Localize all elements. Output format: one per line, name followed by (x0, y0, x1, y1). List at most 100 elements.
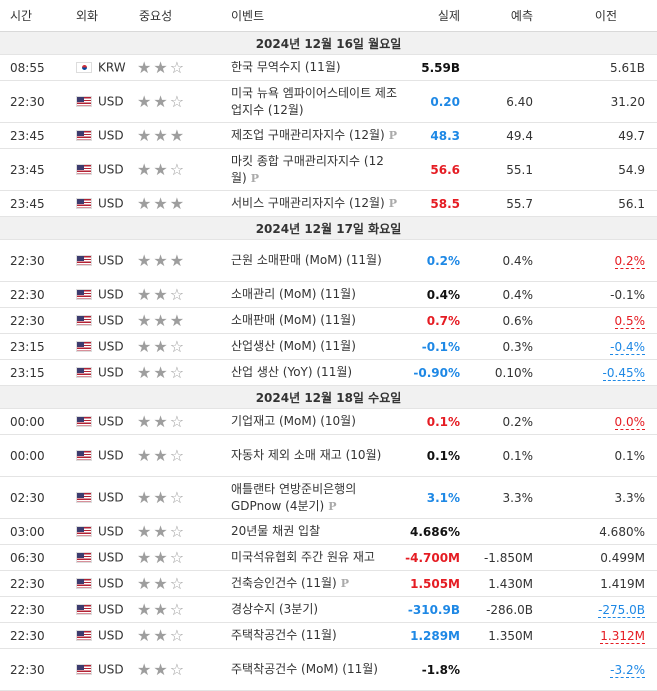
event-name-cell: 자동차 제외 소매 재고 (10월) (227, 434, 405, 477)
header-time[interactable]: 시간 (0, 0, 70, 32)
header-event[interactable]: 이벤트 (227, 0, 405, 32)
header-actual[interactable]: 실제 (405, 0, 468, 32)
header-importance[interactable]: 중요성 (135, 0, 227, 32)
star-filled-icon: ★ (137, 363, 154, 382)
event-currency: USD (70, 518, 135, 545)
star-filled-icon: ★ (153, 548, 170, 567)
importance-stars: ★★☆ (135, 544, 227, 571)
event-row[interactable]: 02:30 USD ★★☆ 애틀랜타 연방준비은행의 GDPnow (4분기) P 3.1… (0, 476, 657, 519)
date-row: 2024년 12월 17일 화요일 (0, 216, 657, 240)
importance-stars: ★★☆ (135, 54, 227, 81)
currency-code: USD (98, 313, 124, 328)
event-currency: USD (70, 408, 135, 435)
currency-code: USD (98, 196, 124, 211)
actual-value: 0.20 (405, 80, 468, 123)
previous-value: 54.9 (618, 162, 645, 177)
event-link[interactable]: 애틀랜타 연방준비은행의 GDPnow (4분기) (231, 481, 357, 513)
previous-value[interactable]: -3.2% (610, 662, 645, 678)
star-filled-icon: ★ (137, 251, 154, 270)
event-row[interactable]: 22:30 USD ★★★ 소매판매 (MoM) (11월) 0.7% 0.6% 0.5% (0, 307, 657, 334)
forecast-value: 0.10% (468, 359, 543, 386)
forecast-value: 6.40 (468, 80, 543, 123)
event-link[interactable]: 미국 뉴욕 엠파이어스테이트 제조업지수 (12월) (231, 85, 398, 117)
event-link[interactable]: 마킷 종합 구매관리자지수 (12월) (231, 153, 384, 185)
star-filled-icon: ★ (153, 285, 170, 304)
event-time: 22:30 (0, 80, 70, 123)
previous-value[interactable]: 0.5% (614, 313, 645, 329)
event-row[interactable]: 00:00 USD ★★☆ 자동차 제외 소매 재고 (10월) 0.1% 0.1% 0.1… (0, 434, 657, 477)
event-link[interactable]: 주택착공건수 (MoM) (11월) (231, 662, 378, 676)
event-currency: USD (70, 190, 135, 217)
event-row[interactable]: 08:55 KRW ★★☆ 한국 무역수지 (11월) 5.59B 5.61B (0, 54, 657, 81)
event-name-cell: 제조업 구매관리자지수 (12월) P (227, 122, 405, 149)
event-row[interactable]: 23:45 USD ★★★ 서비스 구매관리자지수 (12월) P 58.5 55.7 56.… (0, 190, 657, 217)
forecast-value: 0.4% (468, 239, 543, 282)
event-link[interactable]: 미국석유협회 주간 원유 재고 (231, 550, 375, 564)
event-link[interactable]: 경상수지 (3분기) (231, 602, 319, 616)
event-link[interactable]: 한국 무역수지 (11월) (231, 60, 341, 74)
actual-value: 0.2% (405, 239, 468, 282)
event-row[interactable]: 23:15 USD ★★☆ 산업생산 (MoM) (11월) -0.1% 0.3% -0.4… (0, 333, 657, 360)
event-row[interactable]: 23:45 USD ★★☆ 마킷 종합 구매관리자지수 (12월) P 56.6 55.1 5… (0, 148, 657, 191)
event-row[interactable]: 00:00 USD ★★☆ 기업재고 (MoM) (10월) 0.1% 0.2% 0.0% (0, 408, 657, 435)
previous-cell: -3.2% (543, 648, 657, 691)
previous-value[interactable]: 0.2% (614, 253, 645, 269)
event-link[interactable]: 자동차 제외 소매 재고 (10월) (231, 448, 382, 462)
us-flag-icon (76, 315, 92, 327)
header-forecast[interactable]: 예측 (468, 0, 543, 32)
event-row[interactable]: 22:30 USD ★★☆ 주택착공건수 (MoM) (11월) -1.8% -3.2% (0, 648, 657, 691)
header-row: 시간 외화 중요성 이벤트 실제 예측 이전 (0, 0, 657, 32)
event-currency: USD (70, 239, 135, 282)
previous-cell: -0.45% (543, 359, 657, 386)
event-time: 03:00 (0, 518, 70, 545)
star-filled-icon: ★ (137, 58, 154, 77)
previous-value[interactable]: 1.312M (600, 628, 645, 644)
currency-code: USD (98, 128, 124, 143)
previous-value[interactable]: 0.0% (614, 414, 645, 430)
event-link[interactable]: 산업 생산 (YoY) (11월) (231, 365, 353, 379)
event-link[interactable]: 소매관리 (MoM) (11월) (231, 287, 356, 301)
event-link[interactable]: 주택착공건수 (11월) (231, 628, 337, 642)
actual-value: 3.1% (405, 476, 468, 519)
star-filled-icon: ★ (137, 92, 154, 111)
event-row[interactable]: 22:30 USD ★★☆ 건축승인건수 (11월) P 1.505M 1.430M 1.41… (0, 570, 657, 597)
previous-value: 49.7 (618, 128, 645, 143)
us-flag-icon (76, 96, 92, 108)
event-time: 23:45 (0, 148, 70, 191)
event-row[interactable]: 23:15 USD ★★☆ 산업 생산 (YoY) (11월) -0.90% 0.10% -… (0, 359, 657, 386)
header-previous[interactable]: 이전 (543, 0, 657, 32)
event-link[interactable]: 제조업 구매관리자지수 (12월) (231, 128, 385, 142)
event-row[interactable]: 22:30 USD ★★☆ 소매관리 (MoM) (11월) 0.4% 0.4% -0.1% (0, 281, 657, 308)
actual-value: 5.59B (405, 54, 468, 81)
previous-value[interactable]: -0.45% (602, 365, 645, 381)
event-link[interactable]: 근원 소매판매 (MoM) (11월) (231, 253, 382, 267)
event-row[interactable]: 23:45 USD ★★★ 제조업 구매관리자지수 (12월) P 48.3 49.4 49.… (0, 122, 657, 149)
star-filled-icon: ★ (153, 92, 170, 111)
event-row[interactable]: 22:30 USD ★★★ 근원 소매판매 (MoM) (11월) 0.2% 0.4% 0.… (0, 239, 657, 282)
star-filled-icon: ★ (153, 126, 170, 145)
us-flag-icon (76, 492, 92, 504)
forecast-value: -286.0B (468, 596, 543, 623)
event-link[interactable]: 건축승인건수 (11월) (231, 576, 337, 590)
event-link[interactable]: 소매판매 (MoM) (11월) (231, 313, 356, 327)
previous-value: 5.61B (610, 60, 645, 75)
previous-value[interactable]: -0.4% (610, 339, 645, 355)
event-link[interactable]: 산업생산 (MoM) (11월) (231, 339, 356, 353)
event-row[interactable]: 22:30 USD ★★☆ 경상수지 (3분기) -310.9B -286.0B -275.… (0, 596, 657, 623)
event-link[interactable]: 서비스 구매관리자지수 (12월) (231, 196, 385, 210)
event-row[interactable]: 22:30 USD ★★☆ 미국 뉴욕 엠파이어스테이트 제조업지수 (12월) 0.2… (0, 80, 657, 123)
header-currency[interactable]: 외화 (70, 0, 135, 32)
preliminary-icon: P (388, 129, 397, 142)
date-cell: 2024년 12월 18일 수요일 (0, 385, 657, 409)
forecast-value: 55.1 (468, 148, 543, 191)
calendar-body: 2024년 12월 16일 월요일 08:55 KRW ★★☆ 한국 무역수지 (11월… (0, 31, 657, 691)
event-row[interactable]: 03:00 USD ★★☆ 20년물 채권 입찰 4.686% 4.680% (0, 518, 657, 545)
event-link[interactable]: 기업재고 (MoM) (10월) (231, 414, 356, 428)
event-row[interactable]: 06:30 USD ★★☆ 미국석유협회 주간 원유 재고 -4.700M -1.850M… (0, 544, 657, 571)
previous-value[interactable]: -275.0B (598, 602, 645, 618)
event-time: 23:45 (0, 190, 70, 217)
event-row[interactable]: 22:30 USD ★★☆ 주택착공건수 (11월) 1.289M 1.350M 1.312… (0, 622, 657, 649)
previous-cell: 31.20 (543, 80, 657, 123)
event-link[interactable]: 20년물 채권 입찰 (231, 524, 321, 538)
event-time: 22:30 (0, 596, 70, 623)
